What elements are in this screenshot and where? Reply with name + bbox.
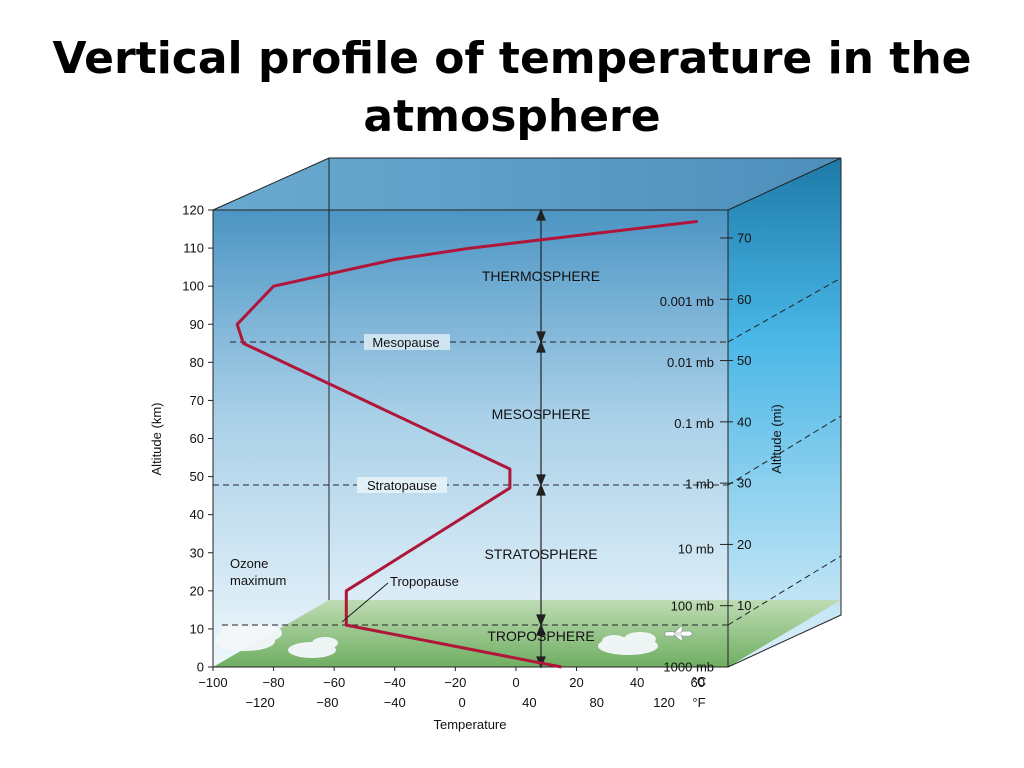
mesopause-line-side [727,277,842,343]
tropopause-line-side [727,555,842,626]
stratopause-line-side [727,415,842,486]
right-axis-tick-label: 30 [737,476,751,491]
left-axis-tick-label: 110 [183,241,204,256]
fahrenheit-tick-label: −40 [384,695,406,710]
layer-arrows [536,208,546,669]
right-axis-tick-label: 70 [737,230,751,245]
side-face [728,158,841,667]
left-axis-title: Altitude (km) [149,403,164,476]
tropopause-pointer [341,582,389,623]
stratosphere-label: STRATOSPHERE [484,546,597,562]
celsius-tick-label: −40 [384,675,406,690]
right-axis-tick-label: 50 [737,353,751,368]
right-axis-tick-label: 20 [737,537,751,552]
celsius-unit: °C [692,674,707,689]
right-axis-tick-label: 40 [737,414,751,429]
left-altitude-axis: 0 10 20 30 40 50 60 70 80 90 100 110 120 [182,203,213,675]
left-axis-tick-label: 90 [190,317,204,332]
fahrenheit-tick-label: 0 [458,695,465,710]
left-axis-tick-label: 30 [190,545,204,560]
ozone-label-line-1: Ozone [230,556,268,571]
left-axis-tick-label: 70 [190,393,204,408]
left-axis-tick-label: 80 [190,355,204,370]
left-axis-tick-label: 10 [190,621,204,636]
mesopause-label: Mesopause [372,335,439,350]
celsius-tick-label: 20 [569,675,583,690]
pressure-label: 0.001 mb [660,294,714,309]
right-axis-title: Altitude (mi) [769,404,784,473]
ozone-label-line-2: maximum [230,573,286,588]
right-axis-tick-label: 10 [737,598,751,613]
fahrenheit-tick-label: 80 [589,695,603,710]
boundary-lines [213,277,842,626]
celsius-tick-label: −60 [323,675,345,690]
temperature-axis-title: Temperature [434,717,507,732]
top-face [213,158,841,210]
temperature-axis: −100 −80 −60 −40 −20 0 20 40 60−120 −80 −40 0 40 80 12… [198,667,705,710]
stratopause-label: Stratopause [367,478,437,493]
pressure-label: 100 mb [671,599,714,614]
left-axis-tick-label: 120 [182,203,204,218]
celsius-tick-label: 60 [690,675,704,690]
troposphere-label: TROPOSPHERE [487,628,594,644]
fahrenheit-tick-label: −120 [245,695,274,710]
airplane-icon [664,626,694,641]
front-face [213,210,728,667]
celsius-tick-label: 0 [512,675,519,690]
left-axis-tick-label: 100 [182,279,204,294]
fahrenheit-tick-label: −80 [316,695,338,710]
fahrenheit-tick-label: 120 [653,695,675,710]
title-line-1: Vertical profile of temperature in the [52,33,972,84]
cloud-left [215,624,338,658]
tropopause-label: Tropopause [390,574,459,589]
thermosphere-label: THERMOSPHERE [482,268,600,284]
fahrenheit-tick-label: 40 [522,695,536,710]
cloud-right [598,632,658,655]
slide-title: Vertical profile of temperature in the a… [0,30,1024,146]
celsius-tick-label: −100 [198,675,227,690]
mesosphere-label: MESOSPHERE [492,406,591,422]
pressure-label: 1 mb [685,477,714,492]
celsius-tick-label: 40 [630,675,644,690]
left-axis-tick-label: 20 [190,583,204,598]
right-altitude-axis: 10 20 30 40 50 60 70 [720,230,751,613]
celsius-tick-label: −80 [263,675,285,690]
right-axis-tick-label: 60 [737,292,751,307]
pressure-labels: 1000 mb 100 mb 10 mb 1 mb 0.1 mb 0.01 mb 0.001… [660,294,714,675]
celsius-tick-label: −20 [444,675,466,690]
ground-plane [213,600,841,667]
pressure-label: 0.01 mb [667,355,714,370]
left-axis-tick-label: 0 [197,660,204,675]
pressure-label: 10 mb [678,541,714,556]
pressure-label: 1000 mb [663,660,714,675]
left-axis-tick-label: 40 [190,507,204,522]
left-axis-tick-label: 60 [190,431,204,446]
fahrenheit-unit: °F [692,695,705,710]
title-line-2: atmosphere [363,91,661,142]
pressure-label: 0.1 mb [674,416,714,431]
left-axis-tick-label: 50 [190,469,204,484]
temperature-profile-line [235,219,698,669]
